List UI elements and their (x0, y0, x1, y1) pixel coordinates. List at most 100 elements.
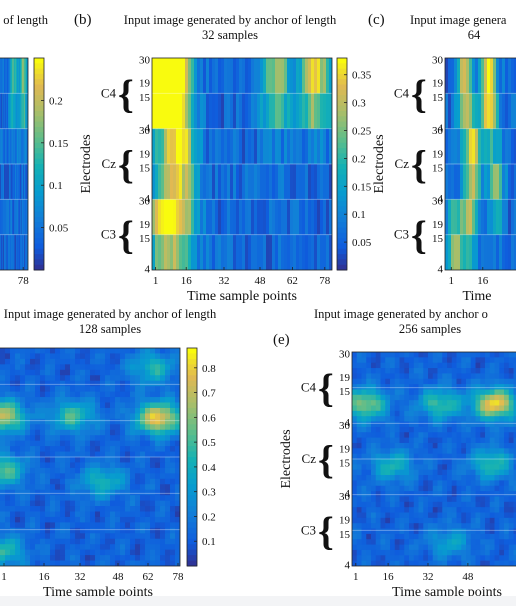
colorbar-tick-label: 0.1 (49, 180, 63, 192)
x-tick-label: 16 (39, 571, 51, 583)
y-tick-label: 19 (339, 443, 351, 455)
channel-label: C4 (101, 85, 117, 100)
y-tick-label: 19 (339, 372, 351, 384)
y-tick-label: 4 (345, 488, 351, 500)
heatmap-frame (351, 351, 516, 567)
y-tick-label: 30 (432, 196, 444, 208)
x-axis-label: Time sample points (187, 289, 297, 304)
x-tick-label: 48 (113, 571, 125, 583)
colorbar-tick-label: 0.8 (202, 363, 216, 375)
channel-brace: { (411, 71, 427, 116)
y-tick-label: 4 (345, 560, 351, 572)
y-tick-label: 19 (139, 78, 151, 90)
chart-title-line: Input image generated by anchor of lengt… (0, 13, 49, 27)
channel-brace: { (118, 142, 134, 187)
x-tick-label: 16 (181, 275, 193, 287)
y-tick-label: 15 (432, 233, 444, 245)
panel-1: Input image generated by anchor of lengt… (74, 12, 372, 304)
y-tick-label: 19 (432, 148, 444, 160)
y-tick-label: 30 (139, 196, 151, 208)
colorbar-tick-label: 0.3 (352, 98, 366, 110)
colorbar-tick-label: 0.5 (202, 437, 216, 449)
heatmap-frame (444, 57, 516, 271)
x-tick-label: 1 (153, 275, 159, 287)
channel-label: C4 (301, 380, 317, 395)
channel-label: C3 (101, 227, 116, 242)
chart-title-line: Input image genera (410, 13, 507, 27)
y-tick-label: 15 (432, 92, 444, 104)
heatmap-image (0, 348, 180, 566)
y-tick-label: 4 (438, 193, 444, 205)
colorbar-tick-label: 0.6 (202, 412, 216, 424)
y-tick-label: 30 (339, 348, 351, 360)
colorbar (336, 57, 348, 271)
channel-brace: { (318, 437, 334, 482)
x-tick-label: 1 (1, 571, 7, 583)
channel-brace: { (118, 213, 134, 258)
colorbar-tick-label: 0.3 (202, 487, 216, 499)
x-tick-label: 62 (143, 571, 154, 583)
y-tick-label: 4 (438, 264, 444, 276)
heatmap-frame (151, 57, 333, 271)
y-tick-label: 4 (345, 417, 351, 429)
x-tick-label: 48 (462, 571, 474, 583)
chart-title-line: Input image generated by anchor of lengt… (124, 13, 337, 27)
x-axis-label: Time (462, 289, 491, 304)
y-tick-label: 30 (139, 54, 151, 66)
y-tick-label: 19 (139, 219, 151, 231)
panel-label: (c) (368, 12, 385, 28)
x-tick-label: 48 (255, 275, 267, 287)
colorbar-tick-label: 0.05 (49, 223, 69, 235)
panel-3: Input image generated by anchor of lengt… (0, 307, 217, 596)
colorbar-tick-label: 0.2 (352, 153, 366, 165)
colorbar (33, 57, 45, 271)
heatmap-image (0, 58, 28, 270)
channel-brace: { (318, 508, 334, 553)
y-tick-label: 30 (339, 491, 351, 503)
panel-label: (e) (273, 332, 290, 348)
y-tick-label: 15 (139, 92, 151, 104)
channel-label: Cz (395, 156, 410, 171)
panel-0: Input image generated by anchor of lengt… (0, 13, 69, 287)
colorbar-tick-label: 0.1 (202, 536, 216, 548)
colorbar-tick-label: 0.15 (352, 181, 372, 193)
y-tick-label: 4 (145, 193, 151, 205)
chart-title-line: Input image generated by anchor of lengt… (4, 307, 217, 321)
x-tick-label: 16 (383, 571, 395, 583)
colorbar-tick-label: 0.05 (352, 237, 372, 249)
y-tick-label: 19 (139, 148, 151, 160)
y-tick-label: 15 (432, 163, 444, 175)
channel-brace: { (411, 142, 427, 187)
x-tick-label: 1 (449, 275, 455, 287)
colorbar-tick-label: 0.25 (352, 126, 372, 138)
y-tick-label: 30 (432, 125, 444, 137)
chart-title-line: Input image generated by anchor o (314, 307, 488, 321)
y-tick-label: 30 (339, 420, 351, 432)
panel-label: (b) (74, 12, 92, 28)
colorbar-tick-label: 0.2 (202, 511, 216, 523)
x-tick-label: 62 (287, 275, 298, 287)
colorbar-tick-label: 0.1 (352, 209, 366, 221)
chart-title-line: 128 samples (79, 322, 141, 336)
y-tick-label: 15 (339, 529, 351, 541)
y-tick-label: 19 (432, 219, 444, 231)
x-tick-label: 78 (319, 275, 331, 287)
y-tick-label: 4 (438, 122, 444, 134)
y-tick-label: 4 (145, 122, 151, 134)
channel-label: C4 (394, 85, 410, 100)
heatmap-image (445, 58, 516, 270)
chart-title-line: 32 samples (202, 28, 258, 42)
y-axis-label: Electrodes (372, 134, 387, 193)
colorbar-tick-label: 0.15 (49, 138, 69, 150)
channel-label: C3 (394, 227, 409, 242)
colorbar (186, 347, 198, 567)
x-axis-label: Time sample points (43, 585, 153, 596)
y-tick-label: 4 (145, 264, 151, 276)
channel-label: Cz (102, 156, 117, 171)
heatmap-image (152, 58, 332, 270)
channel-brace: { (318, 366, 334, 411)
x-tick-label: 32 (75, 571, 86, 583)
